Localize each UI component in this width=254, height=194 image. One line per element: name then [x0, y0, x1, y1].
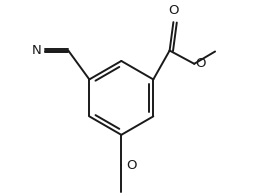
Text: O: O	[195, 57, 206, 70]
Text: O: O	[126, 159, 137, 172]
Text: O: O	[168, 4, 179, 17]
Text: N: N	[31, 44, 41, 57]
